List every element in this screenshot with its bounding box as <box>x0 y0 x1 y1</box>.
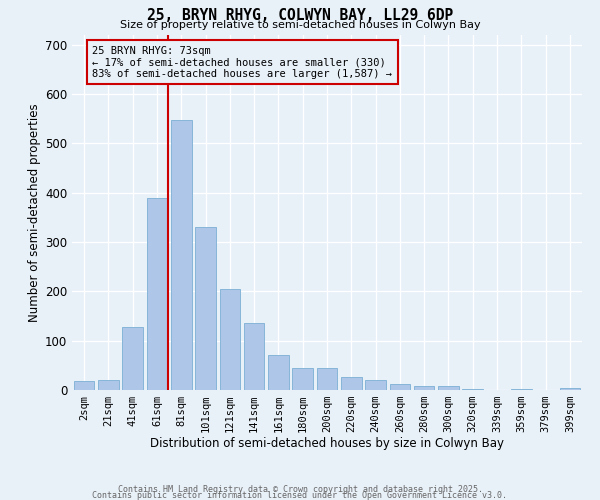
Text: Contains HM Land Registry data © Crown copyright and database right 2025.: Contains HM Land Registry data © Crown c… <box>118 485 482 494</box>
Bar <box>146 198 167 390</box>
Y-axis label: Number of semi-detached properties: Number of semi-detached properties <box>28 103 41 322</box>
Bar <box>438 386 459 390</box>
Bar <box>414 386 434 390</box>
Text: 25 BRYN RHYG: 73sqm
← 17% of semi-detached houses are smaller (330)
83% of semi-: 25 BRYN RHYG: 73sqm ← 17% of semi-detach… <box>92 46 392 79</box>
Bar <box>268 354 289 390</box>
Bar <box>74 381 94 390</box>
Text: Size of property relative to semi-detached houses in Colwyn Bay: Size of property relative to semi-detach… <box>119 20 481 30</box>
Bar <box>195 228 216 390</box>
Bar <box>365 380 386 390</box>
Text: 25, BRYN RHYG, COLWYN BAY, LL29 6DP: 25, BRYN RHYG, COLWYN BAY, LL29 6DP <box>147 8 453 22</box>
Bar <box>122 327 143 390</box>
Bar <box>463 389 483 390</box>
Bar <box>317 368 337 390</box>
Bar <box>341 377 362 390</box>
Text: Contains public sector information licensed under the Open Government Licence v3: Contains public sector information licen… <box>92 491 508 500</box>
X-axis label: Distribution of semi-detached houses by size in Colwyn Bay: Distribution of semi-detached houses by … <box>150 436 504 450</box>
Bar <box>244 324 265 390</box>
Bar <box>98 380 119 390</box>
Bar <box>560 388 580 390</box>
Bar <box>171 120 191 390</box>
Bar <box>389 384 410 390</box>
Bar <box>292 368 313 390</box>
Bar <box>220 289 240 390</box>
Bar <box>511 389 532 390</box>
